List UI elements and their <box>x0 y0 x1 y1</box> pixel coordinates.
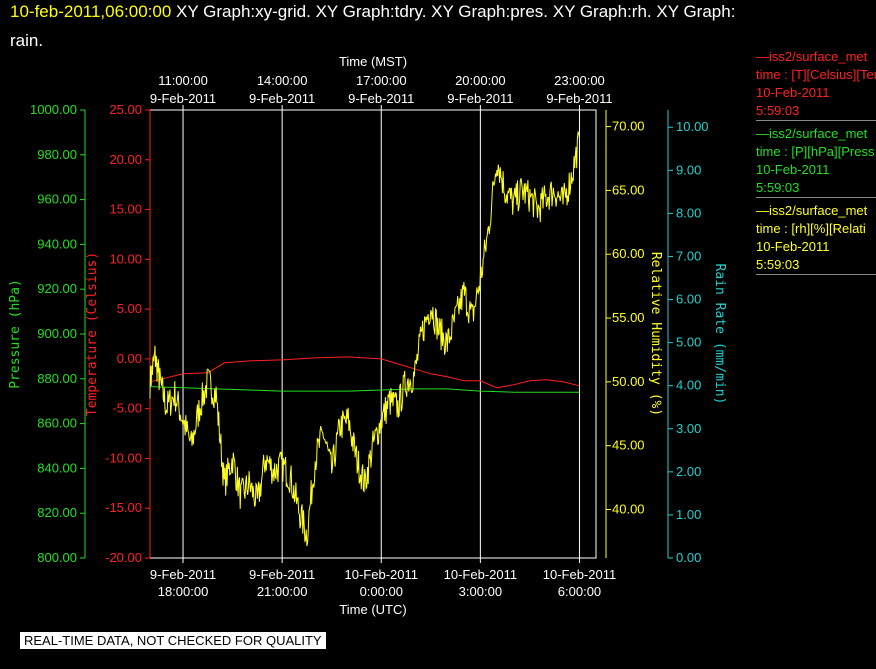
legend-text: 10-Feb-2011 <box>756 239 830 254</box>
temperature-tick-label: 10.00 <box>109 251 142 266</box>
temperature-tick-label: -20.00 <box>105 550 142 565</box>
legend-text: —iss2/surface_met <box>756 49 868 64</box>
rain-tick-label: 4.00 <box>676 378 701 393</box>
x-bottom-tick-date: 9-Feb-2011 <box>249 567 315 582</box>
series-line-humidity <box>149 130 580 547</box>
x-bottom-tick-time: 21:00:00 <box>257 584 308 599</box>
legend-text: —iss2/surface_met <box>756 126 868 141</box>
pressure-tick-label: 920.00 <box>37 281 77 296</box>
rain-axis-title: Rain Rate (mm/min) <box>712 264 727 405</box>
legend-text: time : [P][hPa][Press <box>756 144 875 159</box>
x-bottom-tick-date: 9-Feb-2011 <box>150 567 216 582</box>
x-bottom-tick-date: 10-Feb-2011 <box>444 567 517 582</box>
pressure-tick-label: 880.00 <box>37 371 77 386</box>
x-bottom-tick-date: 10-Feb-2011 <box>543 567 616 582</box>
pressure-tick-label: 1000.00 <box>30 102 77 117</box>
pressure-tick-label: 900.00 <box>37 326 77 341</box>
legend-text: —iss2/surface_met <box>756 203 868 218</box>
header-graph-list: XY Graph:xy-grid. XY Graph:tdry. XY Grap… <box>171 2 736 21</box>
legend-text: time : [rh][%][Relati <box>756 221 866 236</box>
x-bottom-tick-time: 18:00:00 <box>158 584 209 599</box>
pressure-tick-label: 860.00 <box>37 416 77 431</box>
legend-text: 10-Feb-2011 <box>756 162 830 177</box>
legend-text: time : [T][Celsius][Temp <box>756 67 876 82</box>
rain-tick-label: 5.00 <box>676 335 701 350</box>
pressure-tick-label: 960.00 <box>37 192 77 207</box>
humidity-tick-label: 50.00 <box>612 374 645 389</box>
x-bottom-tick-date: 10-Feb-2011 <box>345 567 418 582</box>
humidity-tick-label: 70.00 <box>612 119 645 134</box>
pressure-tick-label: 840.00 <box>37 460 77 475</box>
plot-frame <box>149 109 597 559</box>
humidity-axis-title: Relative Humidity (%) <box>648 252 663 416</box>
rain-tick-label: 8.00 <box>676 205 701 220</box>
temperature-tick-label: -15.00 <box>105 500 142 515</box>
temperature-tick-label: -10.00 <box>105 450 142 465</box>
temperature-tick-label: 25.00 <box>109 102 142 117</box>
x-top-tick-date: 9-Feb-2011 <box>150 91 216 106</box>
legend-text: 10-Feb-2011 <box>756 85 830 100</box>
temperature-tick-label: 15.00 <box>109 202 142 217</box>
temperature-axis-title: Temperature (Celsius) <box>85 252 100 416</box>
pressure-tick-label: 940.00 <box>37 236 77 251</box>
humidity-tick-label: 55.00 <box>612 310 645 325</box>
x-top-tick-date: 9-Feb-2011 <box>249 91 315 106</box>
legend-text: 5:59:03 <box>756 180 800 195</box>
temperature-tick-label: 20.00 <box>109 152 142 167</box>
temperature-tick-label: 0.00 <box>117 351 142 366</box>
pressure-axis-title: Pressure (hPa) <box>8 279 23 389</box>
legend-text: 5:59:03 <box>756 257 800 272</box>
header-line-1: 10-feb-2011,06:00:00 XY Graph:xy-grid. X… <box>10 2 735 22</box>
x-bottom-tick-time: 6:00:00 <box>558 584 601 599</box>
x-bottom-axis-label: Time (UTC) <box>339 602 406 617</box>
temperature-tick-label: 5.00 <box>117 301 142 316</box>
rain-tick-label: 6.00 <box>676 292 701 307</box>
humidity-tick-label: 40.00 <box>612 501 645 516</box>
pressure-tick-label: 800.00 <box>37 550 77 565</box>
temperature-tick-label: -5.00 <box>112 401 142 416</box>
series-line-pressure <box>149 386 580 393</box>
x-top-tick-time: 17:00:00 <box>356 73 407 88</box>
x-top-tick-time: 14:00:00 <box>257 73 308 88</box>
header-datetime: 10-feb-2011,06:00:00 <box>10 2 172 21</box>
rain-tick-label: 2.00 <box>676 464 701 479</box>
header-line-2: rain. <box>10 31 44 50</box>
rain-tick-label: 10.00 <box>676 119 709 134</box>
rain-tick-label: 1.00 <box>676 507 701 522</box>
x-top-tick-time: 11:00:00 <box>158 73 208 88</box>
x-top-axis-label: Time (MST) <box>339 54 407 69</box>
x-bottom-tick-time: 3:00:00 <box>459 584 502 599</box>
legend-text: 5:59:03 <box>756 103 800 118</box>
x-top-tick-time: 20:00:00 <box>455 73 506 88</box>
pressure-tick-label: 980.00 <box>37 147 77 162</box>
rain-tick-label: 0.00 <box>676 550 701 565</box>
pressure-tick-label: 820.00 <box>37 505 77 520</box>
humidity-tick-label: 45.00 <box>612 438 645 453</box>
quality-notice: REAL-TIME DATA, NOT CHECKED FOR QUALITY <box>20 632 326 649</box>
humidity-tick-label: 60.00 <box>612 246 645 261</box>
x-bottom-tick-time: 0:00:00 <box>360 584 403 599</box>
rain-tick-label: 9.00 <box>676 162 701 177</box>
humidity-tick-label: 65.00 <box>612 182 645 197</box>
x-top-tick-date: 9-Feb-2011 <box>348 91 414 106</box>
rain-tick-label: 7.00 <box>676 248 701 263</box>
rain-tick-label: 3.00 <box>676 421 701 436</box>
x-top-tick-time: 23:00:00 <box>554 73 605 88</box>
x-top-tick-date: 9-Feb-2011 <box>546 91 612 106</box>
series-line-temperature <box>149 356 580 389</box>
x-top-tick-date: 9-Feb-2011 <box>447 91 513 106</box>
